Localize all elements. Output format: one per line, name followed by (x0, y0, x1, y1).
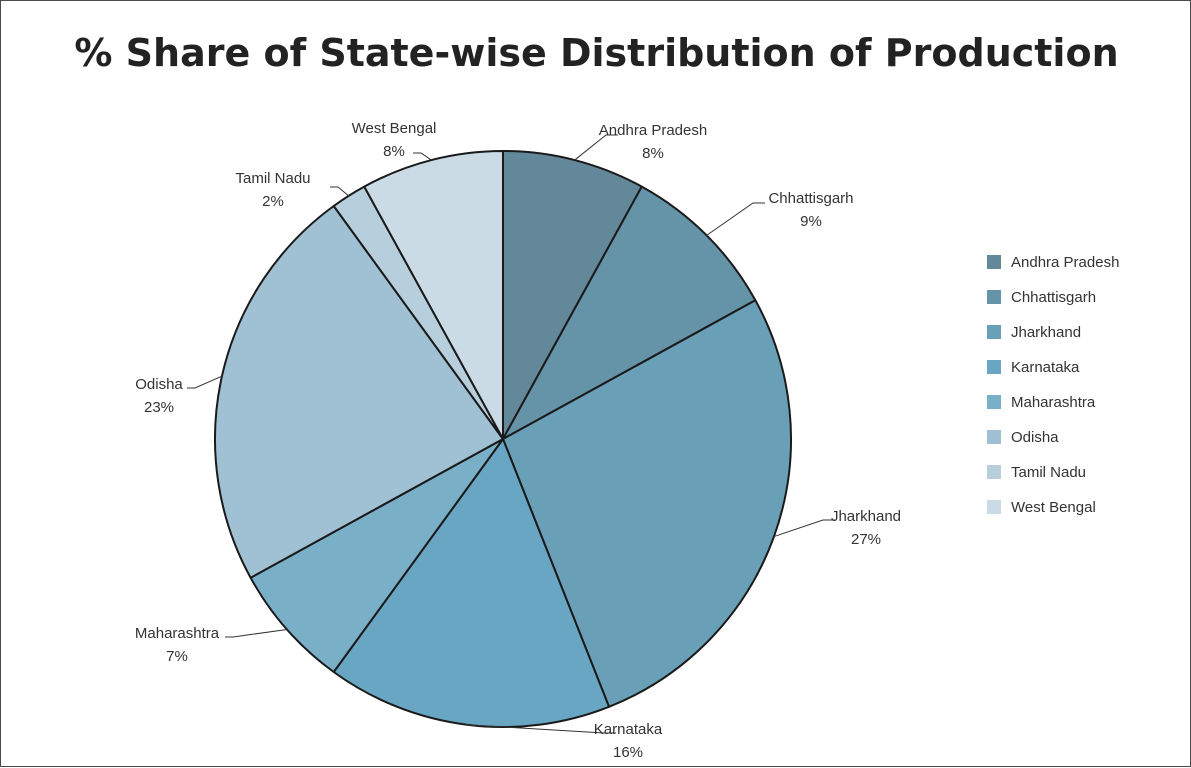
pie-slice-odisha[interactable] (214, 205, 504, 579)
slice-label-karnataka: Karnataka (594, 721, 663, 738)
leader-line-jharkhand (773, 519, 835, 538)
pie-slice-jharkhand[interactable] (502, 299, 792, 708)
legend-label-jharkhand: Jharkhand (1011, 324, 1081, 341)
leader-line-tamil-nadu (330, 186, 350, 197)
legend-swatch-maharashtra (987, 395, 1001, 409)
slice-value-tamil-nadu: 2% (262, 193, 284, 210)
slice-value-maharashtra: 7% (166, 648, 188, 665)
legend-label-odisha: Odisha (1011, 429, 1059, 446)
slice-label-andhra-pradesh: Andhra Pradesh (599, 122, 707, 139)
legend-label-andhra-pradesh: Andhra Pradesh (1011, 254, 1119, 271)
leader-line-maharashtra (225, 628, 288, 638)
pie-slice-chhattisgarh[interactable] (502, 185, 757, 440)
legend-swatch-tamil-nadu (987, 465, 1001, 479)
legend-swatch-chhattisgarh (987, 290, 1001, 304)
leader-line-karnataka (466, 724, 616, 734)
slice-label-chhattisgarh: Chhattisgarh (768, 190, 853, 207)
chart-title: % Share of State-wise Distribution of Pr… (74, 31, 1119, 75)
slice-label-tamil-nadu: Tamil Nadu (235, 170, 310, 187)
slice-value-chhattisgarh: 9% (800, 213, 822, 230)
legend-swatch-karnataka (987, 360, 1001, 374)
slice-value-karnataka: 16% (613, 744, 643, 761)
pie-slice-maharashtra[interactable] (249, 438, 504, 673)
slice-label-jharkhand: Jharkhand (831, 508, 901, 525)
slice-label-odisha: Odisha (135, 376, 183, 393)
legend-label-chhattisgarh: Chhattisgarh (1011, 289, 1096, 306)
leader-line-west-bengal (413, 152, 432, 161)
slice-label-west-bengal: West Bengal (352, 120, 437, 137)
legend-label-maharashtra: Maharashtra (1011, 394, 1096, 411)
legend-swatch-odisha (987, 430, 1001, 444)
slice-labels: Andhra Pradesh 8% Chhattisgarh 9% Jharkhand 2… (135, 120, 901, 761)
leader-line-andhra-pradesh (574, 134, 618, 161)
slice-value-jharkhand: 27% (851, 531, 881, 548)
legend-label-tamil-nadu: Tamil Nadu (1011, 464, 1086, 481)
pie-slices (214, 150, 792, 728)
slice-value-andhra-pradesh: 8% (642, 145, 664, 162)
leader-line-odisha (187, 375, 223, 389)
slice-value-odisha: 23% (144, 399, 174, 416)
slice-label-maharashtra: Maharashtra (135, 625, 220, 642)
pie-slice-andhra-pradesh[interactable] (502, 150, 643, 440)
legend-swatch-andhra-pradesh (987, 255, 1001, 269)
legend-swatch-west-bengal (987, 500, 1001, 514)
leader-line-chhattisgarh (706, 202, 765, 236)
slice-value-west-bengal: 8% (383, 143, 405, 160)
legend-swatch-jharkhand (987, 325, 1001, 339)
legend: Andhra Pradesh Chhattisgarh Jharkhand Karna… (987, 254, 1119, 516)
pie-slice-west-bengal[interactable] (363, 150, 504, 440)
legend-label-karnataka: Karnataka (1011, 359, 1080, 376)
legend-label-west-bengal: West Bengal (1011, 499, 1096, 516)
